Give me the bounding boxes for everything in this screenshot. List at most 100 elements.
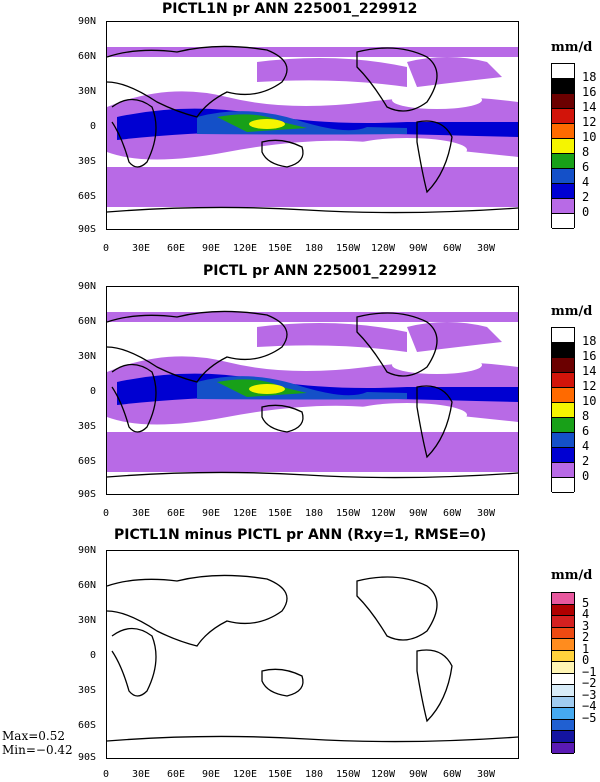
units-label-3: mm/d [551, 568, 593, 583]
lon-tick: 90E [201, 243, 221, 254]
lat-tick: 90S [77, 489, 96, 500]
colorbar-swatch [552, 94, 574, 109]
colorbar-swatch [552, 214, 574, 229]
lat-tick: 90S [77, 224, 96, 235]
lon-tick: 90W [408, 508, 428, 519]
colorbar-swatch [552, 685, 574, 697]
colorbar-label: 10 [582, 394, 597, 408]
colorbar-label: 2 [582, 630, 590, 644]
colorbar-swatch [552, 708, 574, 720]
colorbar-swatch [552, 403, 574, 418]
colorbar-label: 3 [582, 618, 590, 633]
colorbar-label: 18 [582, 70, 597, 84]
colorbar-swatch [552, 478, 574, 493]
colorbar-label: 2 [582, 454, 590, 468]
lon-tick: 120E [232, 508, 258, 519]
lat-tick: 60S [77, 191, 96, 202]
colorbar-swatch [552, 358, 574, 373]
colorbar-label: 12 [582, 379, 597, 393]
lat-tick: 30S [77, 421, 96, 432]
colorbar-swatch [552, 64, 574, 79]
colorbar-swatch [552, 463, 574, 478]
colorbar-label: 1 [582, 641, 590, 656]
colorbar-label: 12 [582, 115, 597, 129]
colorbar-swatch [552, 742, 574, 754]
panel-2-title: PICTL pr ANN 225001_229912 [203, 263, 437, 279]
lon-tick: 150E [267, 508, 293, 519]
colorbar-label: 16 [582, 85, 597, 99]
colorbar-label: 6 [582, 160, 590, 174]
lon-tick: 90W [408, 243, 428, 254]
map-panel-1 [106, 21, 519, 230]
colorbar-label: −1 [582, 664, 597, 679]
min-stat: Min=−0.42 [2, 743, 73, 757]
lon-tick: 120W [370, 243, 396, 254]
colorbar-label: 16 [582, 349, 597, 363]
lon-tick: 150W [335, 243, 361, 254]
colorbar-label: 18 [582, 334, 597, 348]
lat-tick: 30S [77, 156, 96, 167]
lat-tick: 90N [77, 281, 96, 292]
lon-tick: 120E [232, 769, 258, 780]
lat-tick: 30S [77, 685, 96, 696]
lon-tick: 30E [131, 508, 151, 519]
lon-tick: 150E [267, 243, 293, 254]
lon-tick: 180 [304, 243, 324, 254]
colorbar-label: 8 [582, 409, 590, 423]
lon-tick: 60W [442, 769, 462, 780]
lon-tick: 60E [166, 508, 186, 519]
lon-tick: 120E [232, 243, 258, 254]
colorbar-3 [551, 592, 575, 754]
colorbar-swatch [552, 79, 574, 94]
lon-tick: 30E [131, 243, 151, 254]
colorbar-swatch [552, 154, 574, 169]
map-panel-3 [106, 550, 519, 759]
lon-tick: 0 [102, 243, 110, 254]
lat-tick: 60S [77, 456, 96, 467]
colorbar-swatch [552, 433, 574, 448]
colorbar-swatch [552, 731, 574, 743]
lon-tick: 30W [476, 769, 496, 780]
panel-1-title: PICTL1N pr ANN 225001_229912 [162, 1, 418, 17]
colorbar-label: 6 [582, 424, 590, 438]
colorbar-label: 14 [582, 100, 597, 114]
colorbar-label: 0 [582, 205, 590, 219]
colorbar-swatch [552, 616, 574, 628]
colorbar-swatch [552, 418, 574, 433]
lon-tick: 30W [476, 508, 496, 519]
max-stat: Max=0.52 [2, 729, 65, 743]
lat-tick: 60N [77, 316, 96, 327]
lon-tick: 0 [102, 508, 110, 519]
colorbar-label: 2 [582, 190, 590, 204]
lon-tick: 30E [131, 769, 151, 780]
colorbar-label: 0 [582, 653, 590, 667]
lon-tick: 0 [102, 769, 110, 780]
colorbar-label: 4 [582, 439, 590, 453]
colorbar-label: 4 [582, 175, 590, 189]
lon-tick: 90E [201, 769, 221, 780]
colorbar-swatch [552, 650, 574, 662]
colorbar-label: −2 [582, 676, 597, 690]
difference-map [107, 551, 518, 758]
lat-tick: 60S [77, 720, 96, 731]
lat-tick: 60N [77, 580, 96, 591]
colorbar-swatch [552, 662, 574, 674]
lon-tick: 60W [442, 243, 462, 254]
lon-tick: 180 [304, 508, 324, 519]
lat-tick: 90N [77, 545, 96, 556]
colorbar-swatch [552, 593, 574, 605]
lat-tick: 30N [77, 351, 96, 362]
colorbar-swatch [552, 627, 574, 639]
lon-tick: 60E [166, 769, 186, 780]
colorbar-label: −3 [582, 687, 597, 702]
colorbar-swatch [552, 639, 574, 651]
lat-tick: 90N [77, 16, 96, 27]
colorbar-swatch [552, 184, 574, 199]
lon-tick: 150W [335, 769, 361, 780]
colorbar-swatch [552, 343, 574, 358]
lon-tick: 150E [267, 769, 293, 780]
lon-tick: 60E [166, 243, 186, 254]
colorbar-swatch [552, 719, 574, 731]
colorbar-swatch [552, 169, 574, 184]
lon-tick: 150W [335, 508, 361, 519]
